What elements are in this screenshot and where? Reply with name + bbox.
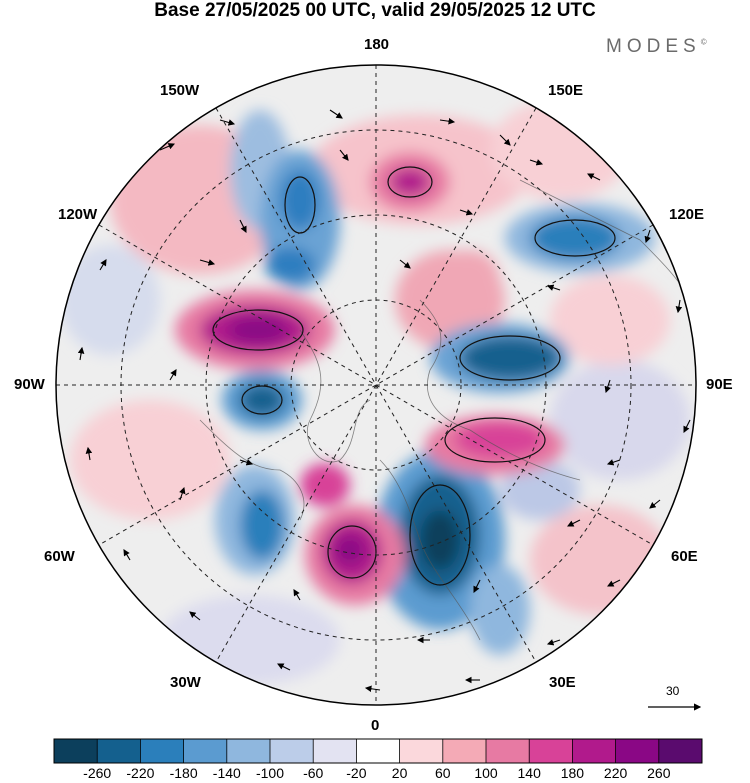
- lon-label-60w: 60W: [44, 548, 75, 565]
- colorbar-tick-label: 60: [435, 765, 451, 781]
- graticule: [56, 65, 696, 705]
- colorbar-swatch: [442, 739, 487, 763]
- colorbar-tick-label: 140: [517, 765, 541, 781]
- map-border: [55, 64, 697, 706]
- colorbar-tick-label: -180: [169, 765, 198, 781]
- lon-label-180: 180: [364, 36, 390, 53]
- colorbar-swatch: [226, 739, 271, 763]
- colorbar-tick-label: -220: [126, 765, 155, 781]
- colorbar-swatch: [356, 739, 401, 763]
- lon-label-30w: 30W: [170, 674, 201, 691]
- lon-label-60e: 60E: [671, 548, 698, 565]
- colorbar-swatch: [658, 739, 703, 763]
- colorbar-tick-label: 20: [391, 765, 408, 781]
- lon-label-90e: 90E: [706, 376, 733, 393]
- lon-label-90w: 90W: [14, 376, 45, 393]
- colorbar-tick-label: -100: [255, 765, 285, 781]
- colorbar-swatch: [615, 739, 660, 763]
- lon-label-0: 0: [371, 717, 380, 734]
- colorbar-swatch: [97, 739, 141, 763]
- colorbar-swatch: [140, 739, 185, 763]
- colorbar-swatch: [529, 739, 573, 763]
- lon-label-150w: 150W: [160, 82, 200, 99]
- lon-label-150e: 150E: [548, 82, 584, 99]
- brand-name: MODES: [606, 36, 701, 57]
- colorbar-swatch: [270, 739, 314, 763]
- colorbar-swatch: [399, 739, 444, 763]
- colorbar-tick-label: 180: [560, 765, 585, 781]
- brand-mark: ©: [700, 37, 707, 47]
- colorbar-tick-label: -140: [212, 765, 241, 781]
- wind-reference-label: 30: [666, 684, 680, 698]
- colorbar-frame: [53, 738, 703, 764]
- colorbar-tick-label: 260: [647, 765, 671, 781]
- lon-label-120w: 120W: [58, 206, 98, 223]
- map-title: Base 27/05/2025 00 UTC, valid 29/05/2025…: [154, 0, 596, 21]
- colorbar-swatch: [486, 739, 530, 763]
- modes-logo: MODES©: [606, 36, 707, 58]
- colorbar-swatch: [183, 739, 228, 763]
- lon-label-120e: 120E: [669, 206, 705, 223]
- lon-label-30e: 30E: [549, 674, 576, 691]
- colorbar-tick-label: -60: [303, 765, 324, 781]
- colorbar-tick-label: -20: [346, 765, 367, 781]
- wind-vectors: [77, 109, 691, 693]
- colorbar-swatch: [54, 739, 98, 763]
- colorbar-tick-label: 100: [474, 765, 498, 781]
- colorbar: [53, 738, 703, 764]
- colorbar-swatch: [572, 739, 617, 763]
- colorbar-tick-label: -260: [83, 765, 112, 781]
- colorbar-tick-label: 220: [603, 765, 628, 781]
- colorbar-swatch: [313, 739, 357, 763]
